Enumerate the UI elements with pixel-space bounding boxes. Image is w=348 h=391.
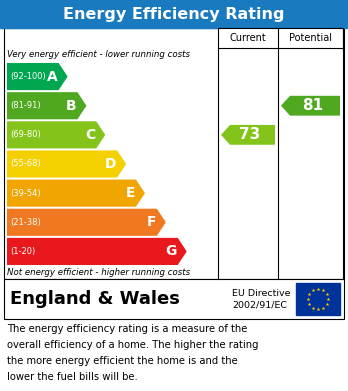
- Polygon shape: [7, 238, 187, 265]
- Bar: [296, 283, 340, 315]
- Text: (81-91): (81-91): [10, 101, 41, 110]
- Polygon shape: [7, 151, 126, 178]
- Bar: [4, 28, 344, 279]
- Polygon shape: [7, 63, 68, 90]
- Text: (69-80): (69-80): [10, 130, 41, 139]
- Polygon shape: [7, 209, 166, 236]
- Text: lower the fuel bills will be.: lower the fuel bills will be.: [7, 371, 138, 382]
- Text: 81: 81: [302, 98, 323, 113]
- Polygon shape: [7, 92, 86, 119]
- Text: B: B: [66, 99, 77, 113]
- Text: Not energy efficient - higher running costs: Not energy efficient - higher running co…: [7, 268, 190, 277]
- Polygon shape: [221, 125, 275, 145]
- Text: E: E: [125, 186, 135, 200]
- Bar: [4, 279, 344, 319]
- Text: Very energy efficient - lower running costs: Very energy efficient - lower running co…: [7, 50, 190, 59]
- Text: Potential: Potential: [289, 33, 332, 43]
- Text: EU Directive: EU Directive: [232, 289, 291, 298]
- Text: Current: Current: [230, 33, 266, 43]
- Text: C: C: [85, 128, 95, 142]
- Text: A: A: [47, 70, 58, 84]
- Text: D: D: [105, 157, 116, 171]
- Polygon shape: [7, 179, 145, 207]
- Text: (21-38): (21-38): [10, 218, 41, 227]
- Text: overall efficiency of a home. The higher the rating: overall efficiency of a home. The higher…: [7, 340, 259, 350]
- Text: 2002/91/EC: 2002/91/EC: [232, 301, 287, 310]
- Bar: [0, 0, 348, 28]
- Text: Energy Efficiency Rating: Energy Efficiency Rating: [63, 7, 285, 22]
- Text: England & Wales: England & Wales: [10, 290, 180, 308]
- Polygon shape: [281, 96, 340, 116]
- Bar: [218, 28, 343, 48]
- Text: (39-54): (39-54): [10, 188, 41, 197]
- Text: F: F: [147, 215, 156, 229]
- Text: (55-68): (55-68): [10, 160, 41, 169]
- Polygon shape: [7, 121, 105, 149]
- Text: (1-20): (1-20): [10, 247, 35, 256]
- Text: The energy efficiency rating is a measure of the: The energy efficiency rating is a measur…: [7, 324, 247, 334]
- Text: 73: 73: [239, 127, 261, 142]
- Text: the more energy efficient the home is and the: the more energy efficient the home is an…: [7, 355, 238, 366]
- Text: G: G: [165, 244, 177, 258]
- Text: (92-100): (92-100): [10, 72, 46, 81]
